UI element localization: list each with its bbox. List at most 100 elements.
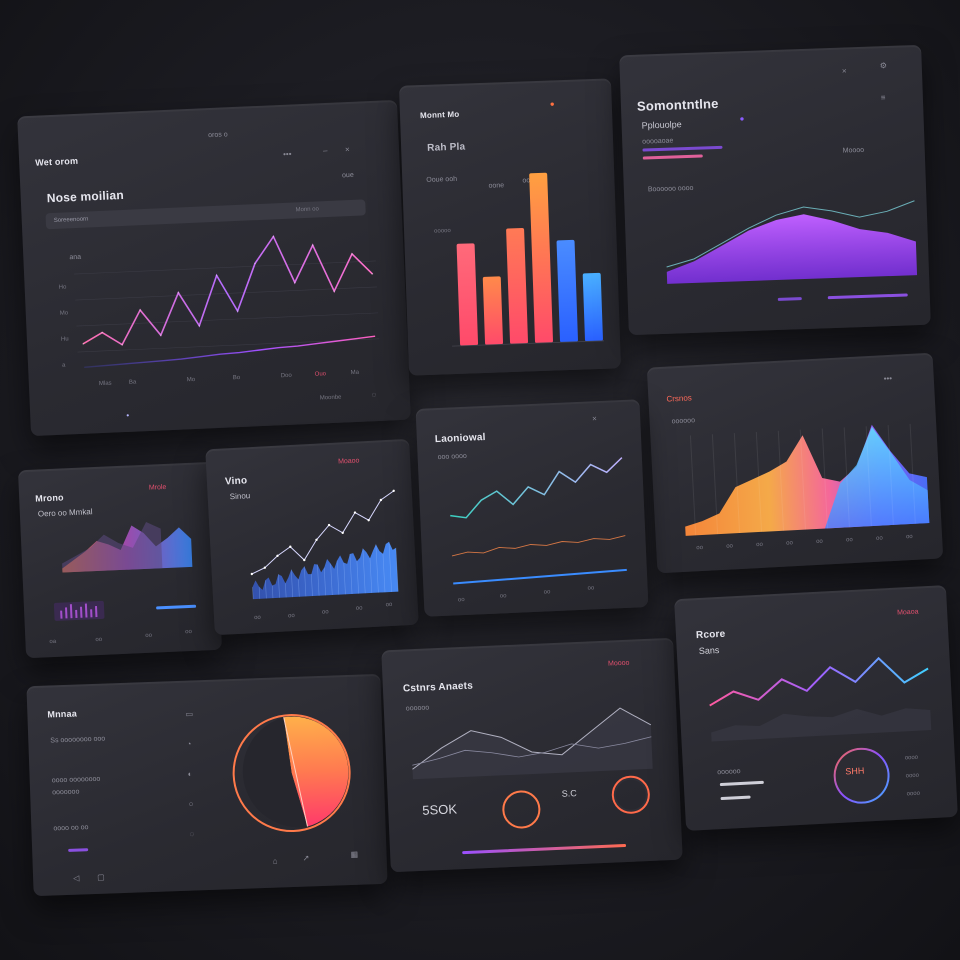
small-area-chart — [53, 522, 193, 621]
spike — [382, 553, 386, 593]
series-line — [666, 200, 915, 268]
footer-right: Moonbe — [319, 394, 342, 402]
x-tick: oo — [905, 533, 913, 541]
card-small-area: Mrono Mrole Oero oo Mmkal oa oo oo oo — [17, 461, 223, 659]
spike — [375, 544, 379, 593]
spike — [252, 587, 254, 600]
spike — [278, 574, 280, 598]
data-point — [101, 331, 103, 334]
x-tick: Mlas — [98, 380, 112, 388]
bar — [529, 172, 553, 344]
data-point — [371, 273, 374, 275]
center-line-chart — [450, 457, 627, 585]
gridline — [711, 434, 719, 535]
pie-chart — [232, 714, 351, 833]
data-point — [392, 489, 395, 493]
data-point — [353, 511, 357, 514]
data-point — [276, 554, 279, 558]
bar-chart — [452, 172, 605, 347]
x-tick: oo — [355, 605, 363, 612]
mini-bar — [84, 603, 88, 618]
right-row: oooo — [905, 772, 920, 780]
grid-icon[interactable]: ▦ — [350, 849, 359, 860]
gridline — [777, 430, 785, 531]
data-point — [367, 519, 370, 522]
spike — [285, 583, 287, 598]
area-fill — [824, 426, 930, 529]
bar — [582, 272, 603, 342]
spike — [311, 574, 313, 597]
share-icon[interactable]: ↗ — [302, 853, 310, 863]
area-fill — [412, 708, 653, 780]
gridline — [76, 312, 379, 327]
mini-bar — [69, 604, 73, 619]
y-tick: a — [61, 362, 66, 369]
gridline — [865, 426, 872, 527]
bar — [556, 239, 578, 343]
spike — [336, 560, 340, 595]
back-icon[interactable]: ◁ — [73, 873, 80, 883]
x-tick: oo — [726, 543, 734, 550]
spike — [349, 554, 353, 594]
spike — [356, 561, 359, 594]
data-point — [236, 310, 239, 312]
series-line — [251, 490, 394, 575]
x-tick: Ma — [350, 369, 360, 377]
area-fill — [252, 541, 399, 600]
data-point — [250, 572, 254, 576]
spike — [271, 585, 274, 599]
series-line — [450, 457, 623, 519]
gridline — [77, 338, 380, 353]
score-value: SHH — [845, 765, 865, 777]
gridline — [887, 425, 894, 525]
data-point — [294, 281, 296, 284]
refresh-icon[interactable]: ◌ — [371, 390, 377, 400]
metrics-area-chart — [412, 707, 653, 780]
spike — [258, 586, 261, 599]
card-area-purple: Somontntlne Pplouolpe ● × ⚙ ≡ ooooaoae M… — [619, 44, 931, 336]
area-fill — [711, 708, 932, 742]
mini-bar — [65, 607, 68, 619]
mini-bar — [80, 606, 83, 618]
gridline — [733, 433, 741, 534]
x-tick: Ba — [128, 379, 137, 386]
gridline — [74, 260, 376, 275]
pie-slice — [283, 716, 349, 827]
x-tick: Mo — [186, 376, 196, 384]
baseline — [453, 568, 627, 585]
data-point — [351, 253, 353, 255]
series-line — [412, 707, 652, 770]
home-icon[interactable]: ⌂ — [272, 856, 278, 866]
x-tick: oo — [786, 540, 794, 547]
data-point — [289, 545, 292, 548]
pie-slice — [242, 717, 308, 828]
mini-bar — [90, 609, 93, 618]
data-point — [254, 262, 256, 265]
x-tick: oo — [875, 535, 883, 542]
x-tick: Doo — [280, 372, 292, 380]
square-icon[interactable]: ▢ — [97, 872, 105, 882]
data-point — [303, 558, 306, 562]
score-line-chart — [709, 656, 932, 742]
bar — [506, 227, 529, 344]
right-row: oooo — [904, 754, 919, 762]
spike — [369, 558, 373, 593]
data-point — [327, 523, 331, 527]
area-fill — [62, 522, 163, 573]
data-point — [121, 343, 123, 346]
series-line — [82, 234, 373, 346]
data-point — [177, 291, 180, 294]
data-point — [333, 290, 335, 292]
x-tick: oo — [385, 601, 393, 609]
area-fill — [666, 214, 918, 284]
data-point — [139, 309, 141, 311]
bar — [456, 243, 479, 346]
x-tick: Bo — [232, 374, 241, 382]
gridline — [689, 435, 697, 536]
x-tick: oo — [816, 538, 823, 545]
gridline — [821, 428, 828, 529]
y-tick: Hu — [60, 336, 69, 343]
dot-icon: • — [126, 410, 130, 420]
series-line — [412, 736, 652, 766]
card-bar-chart: Monnt Mo ● Rah Pla Ooue ooh oone oooo oo… — [399, 78, 621, 376]
